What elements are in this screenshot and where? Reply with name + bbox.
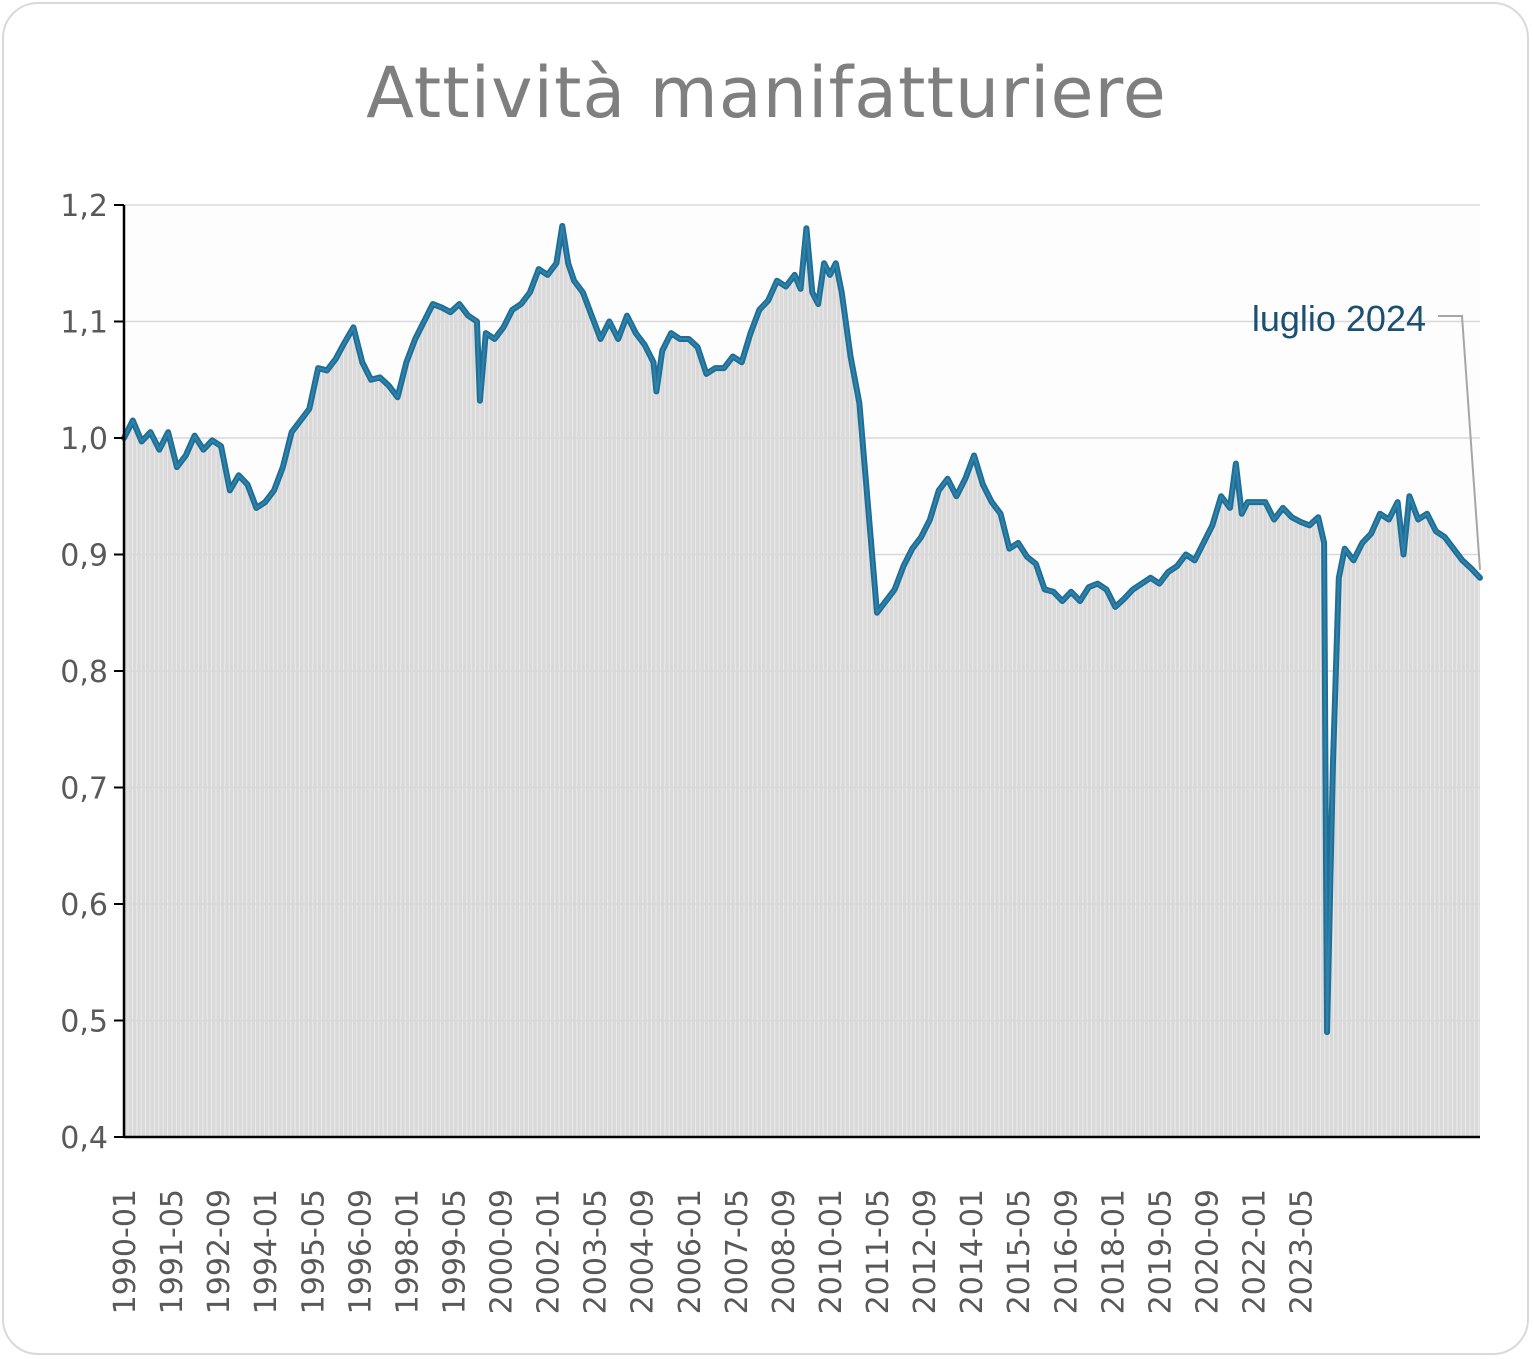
y-tick-label: 0,5 [60,1005,108,1040]
x-tick-label: 1990-01 [108,1189,143,1314]
x-tick-label: 2016-09 [1049,1189,1084,1314]
chart-title: Attività manifatturiere [366,52,1167,134]
x-tick-label: 2018-01 [1096,1189,1131,1314]
y-tick-label: 1,0 [60,422,108,457]
x-tick-label: 1995-05 [296,1189,331,1314]
x-tick-label: 1992-09 [202,1189,237,1314]
y-tick-label: 1,2 [60,189,108,224]
x-tick-label: 2003-05 [579,1189,614,1314]
x-tick-label: 2019-05 [1143,1189,1178,1314]
x-tick-label: 2015-05 [1002,1189,1037,1314]
x-tick-label: 2002-01 [532,1189,567,1314]
x-tick-label: 1998-01 [390,1189,425,1314]
x-tick-label: 2010-01 [814,1189,849,1314]
x-tick-label: 2007-05 [720,1189,755,1314]
x-tick-label: 2000-09 [485,1189,520,1314]
x-tick-label: 2014-01 [955,1189,990,1314]
y-tick-label: 0,7 [60,772,108,807]
y-tick-label: 0,9 [60,539,108,574]
x-tick-label: 2022-01 [1238,1189,1273,1314]
line-layer [121,222,1483,1036]
y-tick-label: 1,1 [60,306,108,341]
y-tick-label: 0,8 [60,655,108,690]
y-axis-ticks: 0,4 0,5 0,6 0,7 0,8 0,9 1,0 1,1 1,2 [60,189,124,1156]
y-tick-label: 0,4 [60,1121,108,1156]
series-line-highlight [123,224,1481,1034]
x-tick-label: 2020-09 [1190,1189,1225,1314]
x-tick-label: 2011-05 [861,1189,896,1314]
x-axis-ticks: 1990-01 1991-05 1992-09 1994-01 1995-05 1996-… [108,1189,1320,1314]
y-tick-label: 0,6 [60,888,108,923]
annotation-label: luglio 2024 [1252,298,1426,339]
x-tick-label: 2012-09 [908,1189,943,1314]
x-tick-label: 1994-01 [249,1189,284,1314]
x-tick-label: 1999-05 [437,1189,472,1314]
x-tick-label: 2004-09 [626,1189,661,1314]
x-tick-label: 2023-05 [1285,1189,1320,1314]
x-tick-label: 2008-09 [767,1189,802,1314]
series-area [124,225,1480,1138]
x-tick-label: 1991-05 [155,1189,190,1314]
annotation-group: luglio 2024 [1252,298,1481,570]
x-tick-label: 1996-09 [343,1189,378,1314]
x-tick-label: 2006-01 [673,1189,708,1314]
grid-lines [124,204,1480,1022]
annotation-leader [1438,315,1481,570]
